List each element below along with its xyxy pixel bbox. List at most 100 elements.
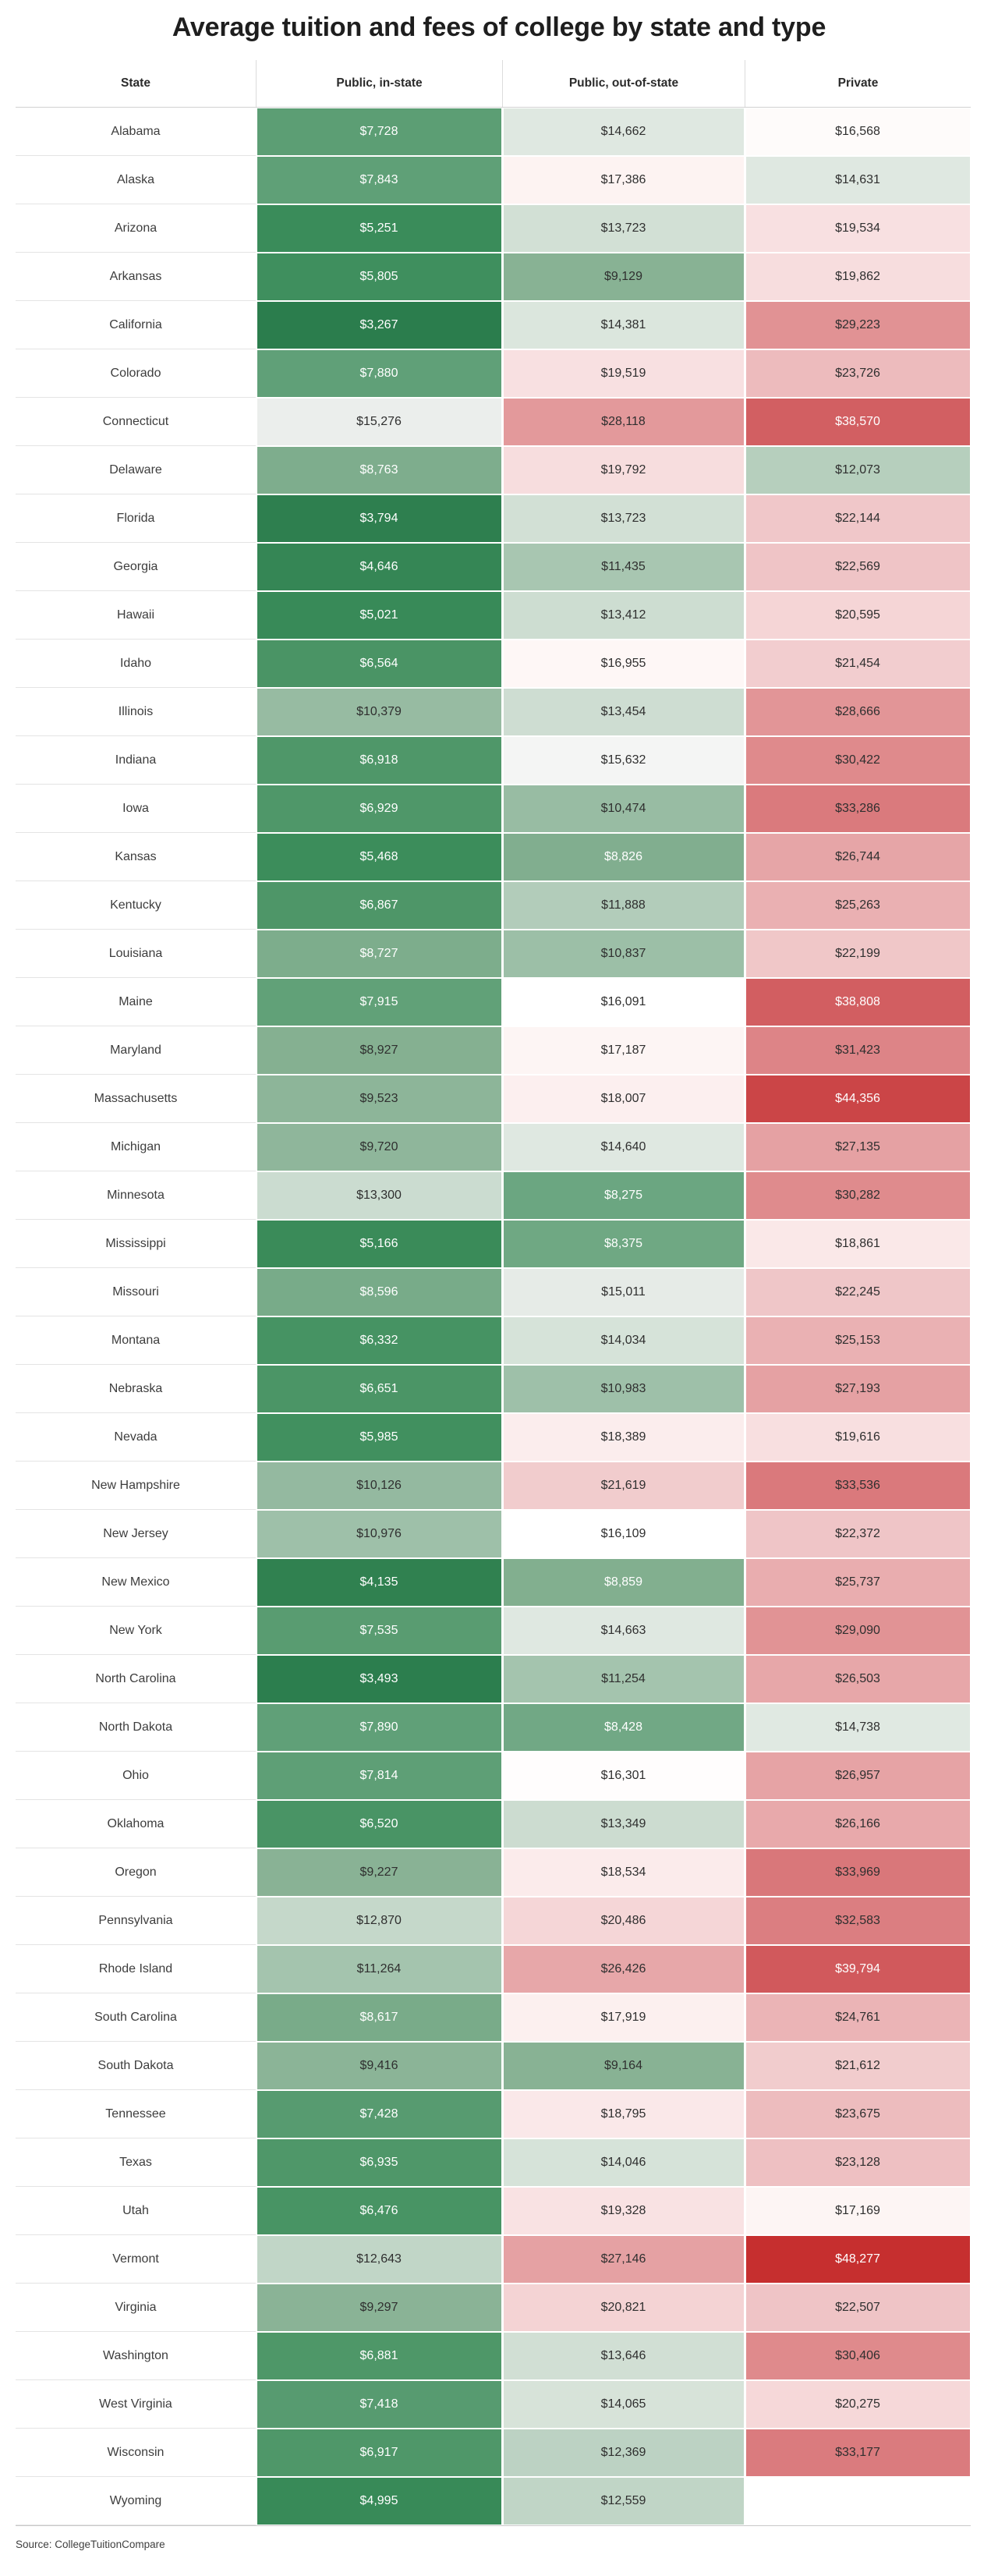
value-cell: $3,794 xyxy=(257,495,501,542)
state-cell: Minnesota xyxy=(16,1171,256,1220)
value-cell: $29,090 xyxy=(745,1607,970,1654)
state-cell: Rhode Island xyxy=(16,1945,256,1993)
value-cell: $20,595 xyxy=(745,592,970,639)
state-cell: Mississippi xyxy=(16,1220,256,1268)
value-cell: $9,523 xyxy=(257,1075,501,1122)
source-note: Source: CollegeTuitionCompare xyxy=(16,2539,165,2550)
value-cell: $7,814 xyxy=(257,1752,501,1799)
state-cell: Michigan xyxy=(16,1123,256,1171)
value-cell: $48,277 xyxy=(745,2236,970,2283)
value-cell: $12,369 xyxy=(503,2429,744,2476)
value-cell: $5,021 xyxy=(257,592,501,639)
value-cell: $6,917 xyxy=(257,2429,501,2476)
value-cell: $13,412 xyxy=(503,592,744,639)
value-cell: $8,763 xyxy=(257,447,501,494)
value-cell: $18,795 xyxy=(503,2091,744,2138)
state-cell: Montana xyxy=(16,1316,256,1365)
header-row: State Public, in-state Public, out-of-stat… xyxy=(16,60,971,108)
value-cell: $8,826 xyxy=(503,834,744,881)
table-row: Kansas $5,468 $8,826 $26,744 xyxy=(16,833,971,881)
value-cell: $15,632 xyxy=(503,737,744,784)
value-cell: $6,867 xyxy=(257,882,501,929)
value-cell: $6,651 xyxy=(257,1366,501,1412)
value-cell: $29,223 xyxy=(745,302,970,349)
value-cell: $10,976 xyxy=(257,1511,501,1557)
state-cell: Pennsylvania xyxy=(16,1897,256,1945)
value-cell: $22,372 xyxy=(745,1511,970,1557)
value-cell: $9,227 xyxy=(257,1849,501,1896)
table-row: Maine $7,915 $16,091 $38,808 xyxy=(16,978,971,1026)
state-cell: Wyoming xyxy=(16,2477,256,2525)
value-cell: $27,193 xyxy=(745,1366,970,1412)
state-cell: Wisconsin xyxy=(16,2429,256,2477)
value-cell: $26,744 xyxy=(745,834,970,881)
value-cell: $30,422 xyxy=(745,737,970,784)
value-cell: $7,890 xyxy=(257,1704,501,1751)
state-cell: Nevada xyxy=(16,1413,256,1462)
table-row: North Dakota $7,890 $8,428 $14,738 xyxy=(16,1703,971,1752)
value-cell: $4,995 xyxy=(257,2478,501,2525)
value-cell: $26,166 xyxy=(745,1801,970,1848)
value-cell: $18,007 xyxy=(503,1075,744,1122)
state-cell: Missouri xyxy=(16,1268,256,1316)
table-row: Mississippi $5,166 $8,375 $18,861 xyxy=(16,1220,971,1268)
table-row: Idaho $6,564 $16,955 $21,454 xyxy=(16,640,971,688)
table-row: South Dakota $9,416 $9,164 $21,612 xyxy=(16,2042,971,2090)
state-cell: Hawaii xyxy=(16,591,256,640)
value-cell: $22,507 xyxy=(745,2284,970,2331)
value-cell: $39,794 xyxy=(745,1946,970,1993)
table-body: Alabama $7,728 $14,662 $16,568 Alaska $7,843 $… xyxy=(16,108,971,2525)
value-cell: $9,297 xyxy=(257,2284,501,2331)
value-cell: $19,534 xyxy=(745,205,970,252)
state-cell: Idaho xyxy=(16,640,256,688)
state-cell: North Dakota xyxy=(16,1703,256,1752)
value-cell: $33,177 xyxy=(745,2429,970,2476)
state-cell: Oklahoma xyxy=(16,1800,256,1848)
value-cell: $7,915 xyxy=(257,979,501,1026)
table-row: Ohio $7,814 $16,301 $26,957 xyxy=(16,1752,971,1800)
value-cell: $14,640 xyxy=(503,1124,744,1171)
state-cell: Florida xyxy=(16,494,256,543)
value-cell: $28,666 xyxy=(745,689,970,735)
value-cell: $13,723 xyxy=(503,205,744,252)
table-row: Pennsylvania $12,870 $20,486 $32,583 xyxy=(16,1897,971,1945)
table-row: Michigan $9,720 $14,640 $27,135 xyxy=(16,1123,971,1171)
value-cell: $11,254 xyxy=(503,1656,744,1703)
value-cell: $25,263 xyxy=(745,882,970,929)
state-cell: Arizona xyxy=(16,204,256,253)
state-cell: Tennessee xyxy=(16,2090,256,2138)
value-cell: $19,519 xyxy=(503,350,744,397)
value-cell: $27,146 xyxy=(503,2236,744,2283)
state-cell: Maine xyxy=(16,978,256,1026)
state-cell: Vermont xyxy=(16,2235,256,2284)
value-cell: $8,927 xyxy=(257,1027,501,1074)
table-row: Oklahoma $6,520 $13,349 $26,166 xyxy=(16,1800,971,1848)
state-cell: Alabama xyxy=(16,108,256,156)
value-cell: $18,534 xyxy=(503,1849,744,1896)
table-row: Utah $6,476 $19,328 $17,169 xyxy=(16,2187,971,2235)
state-cell: Connecticut xyxy=(16,398,256,446)
value-cell: $4,135 xyxy=(257,1559,501,1606)
value-cell: $19,328 xyxy=(503,2188,744,2234)
value-cell: $5,166 xyxy=(257,1221,501,1267)
value-cell: $9,164 xyxy=(503,2043,744,2089)
table-row: Hawaii $5,021 $13,412 $20,595 xyxy=(16,591,971,640)
value-cell: $7,535 xyxy=(257,1607,501,1654)
value-cell: $9,129 xyxy=(503,253,744,300)
table-row: Wisconsin $6,917 $12,369 $33,177 xyxy=(16,2429,971,2477)
value-cell: $11,435 xyxy=(503,544,744,590)
state-cell: Maryland xyxy=(16,1026,256,1075)
value-cell: $9,416 xyxy=(257,2043,501,2089)
value-cell: $5,468 xyxy=(257,834,501,881)
table-row: Nebraska $6,651 $10,983 $27,193 xyxy=(16,1365,971,1413)
tuition-table: State Public, in-state Public, out-of-stat… xyxy=(16,60,971,2526)
table-row: Kentucky $6,867 $11,888 $25,263 xyxy=(16,881,971,930)
page-title: Average tuition and fees of college by s… xyxy=(172,12,826,42)
column-header-state: State xyxy=(121,76,150,90)
state-cell: Texas xyxy=(16,2138,256,2187)
value-cell: $26,426 xyxy=(503,1946,744,1993)
value-cell: $10,983 xyxy=(503,1366,744,1412)
value-cell: $16,955 xyxy=(503,640,744,687)
value-cell: $27,135 xyxy=(745,1124,970,1171)
table-row: North Carolina $3,493 $11,254 $26,503 xyxy=(16,1655,971,1703)
